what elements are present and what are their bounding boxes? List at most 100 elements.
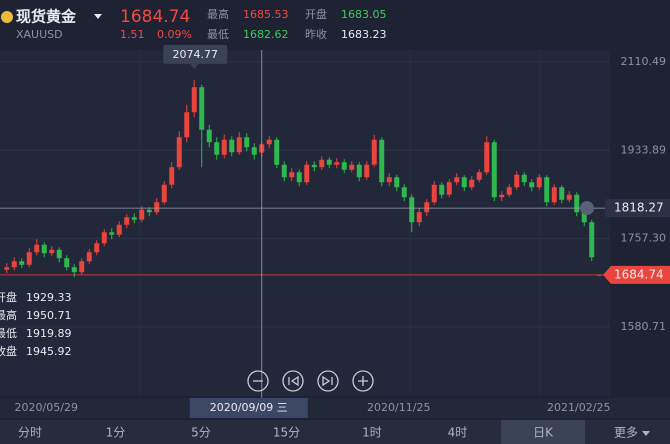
candle-body xyxy=(251,147,257,155)
candle-body xyxy=(431,184,437,203)
candle-body xyxy=(341,162,347,170)
candle-body xyxy=(289,172,295,178)
candle-body xyxy=(11,261,17,268)
tab[interactable]: 分时 xyxy=(18,426,42,440)
change-pct: 0.09% xyxy=(157,28,192,41)
open-value: 1683.05 xyxy=(341,8,387,21)
candle-body xyxy=(176,137,182,168)
candle-body xyxy=(41,244,47,254)
panel-value: 1929.33 xyxy=(26,291,72,304)
prev-label: 昨收 xyxy=(305,27,327,41)
panel-value: 1919.89 xyxy=(26,327,72,340)
candle-body xyxy=(236,137,242,153)
x-tick-label: 2020/09/09 三 xyxy=(210,401,288,414)
candle-body xyxy=(566,194,572,200)
candle-body xyxy=(379,139,385,183)
candle-body xyxy=(184,112,190,138)
x-tick-label: 2020/11/25 xyxy=(367,401,430,414)
alert-bell xyxy=(580,201,594,216)
candle-body xyxy=(86,252,92,262)
zoom-out[interactable] xyxy=(247,370,269,392)
candle-body xyxy=(536,177,542,188)
max-tooltip-pointer xyxy=(190,63,199,69)
candle-body xyxy=(319,159,325,168)
candle-body xyxy=(116,224,122,235)
crosshair-date-bg xyxy=(189,398,308,418)
panel-label: 开盘 xyxy=(0,290,17,304)
price: 1684.74 xyxy=(120,7,190,27)
candle-body xyxy=(469,179,475,188)
candle-body xyxy=(109,232,115,235)
high-value: 1685.53 xyxy=(243,8,289,21)
low-value: 1682.62 xyxy=(243,28,289,41)
candle-body xyxy=(334,162,340,165)
candle-body xyxy=(266,139,272,145)
dropdown-arrow[interactable] xyxy=(94,14,102,19)
candle-body xyxy=(529,182,535,188)
tab[interactable]: 日K xyxy=(533,426,554,440)
candle-body xyxy=(596,274,602,276)
more-arrow xyxy=(642,431,650,436)
candle-body xyxy=(274,139,280,165)
candle-body xyxy=(64,258,70,268)
panel-label: 最高 xyxy=(0,308,17,322)
open-label: 开盘 xyxy=(305,7,327,21)
max-label: 2074.77 xyxy=(173,48,219,61)
candle-body xyxy=(416,212,422,223)
candle-body xyxy=(244,137,250,148)
tab[interactable]: 1分 xyxy=(106,426,126,440)
x-tick-label: 2021/02/25 xyxy=(547,401,610,414)
candle-body xyxy=(409,197,415,223)
candle-body xyxy=(229,139,235,153)
icon xyxy=(288,375,299,387)
candle-body xyxy=(94,243,100,253)
y-tick-label: 1580.71 xyxy=(621,320,667,333)
last-price-tag xyxy=(603,265,670,284)
candle-body xyxy=(214,142,220,155)
tab[interactable]: 15分 xyxy=(273,426,300,440)
tab[interactable]: 更多 xyxy=(614,426,638,440)
candle-body xyxy=(281,164,287,178)
candle-body xyxy=(79,261,85,273)
plot-bg xyxy=(0,50,610,396)
y-tick-label: 2110.49 xyxy=(621,55,667,68)
candle-body xyxy=(349,164,355,170)
max-tooltip-bg xyxy=(163,44,228,64)
panel-value: 1950.71 xyxy=(26,309,72,322)
candle-body xyxy=(71,267,77,273)
candle-body xyxy=(446,182,452,195)
date-bar xyxy=(0,398,670,418)
tab[interactable]: 5分 xyxy=(191,426,211,440)
candle-body xyxy=(34,244,40,253)
candle-body xyxy=(304,164,310,183)
candle-body xyxy=(124,217,130,225)
panel-label: 最低 xyxy=(0,327,17,340)
candle-body xyxy=(506,187,512,195)
crosshair-value: 1818.27 xyxy=(614,201,664,215)
candle-body xyxy=(559,187,565,200)
tab[interactable]: 4时 xyxy=(448,426,468,440)
candle-body xyxy=(551,187,557,203)
candle-body xyxy=(589,222,595,258)
candle-body xyxy=(484,142,490,173)
low-label: 最低 xyxy=(207,28,229,41)
candle-body xyxy=(544,177,550,203)
candle-body xyxy=(169,167,175,185)
icon xyxy=(358,376,368,386)
zoom-in[interactable] xyxy=(352,370,374,392)
title[interactable]: 现货黄金 xyxy=(16,8,77,26)
candle-body xyxy=(206,129,212,143)
high-label: 最高 xyxy=(207,7,229,21)
candle-body xyxy=(499,194,505,198)
icon xyxy=(322,375,333,387)
candle-body xyxy=(139,209,145,220)
candle-body xyxy=(221,139,227,155)
gold-icon xyxy=(1,11,13,23)
candle-body xyxy=(574,194,580,213)
last-price-label: 1684.74 xyxy=(614,267,664,281)
candle-body xyxy=(521,174,527,183)
tab[interactable]: 1时 xyxy=(362,426,382,440)
candle-body xyxy=(146,209,152,213)
next-button[interactable] xyxy=(317,370,339,392)
prev-button[interactable] xyxy=(282,370,304,392)
